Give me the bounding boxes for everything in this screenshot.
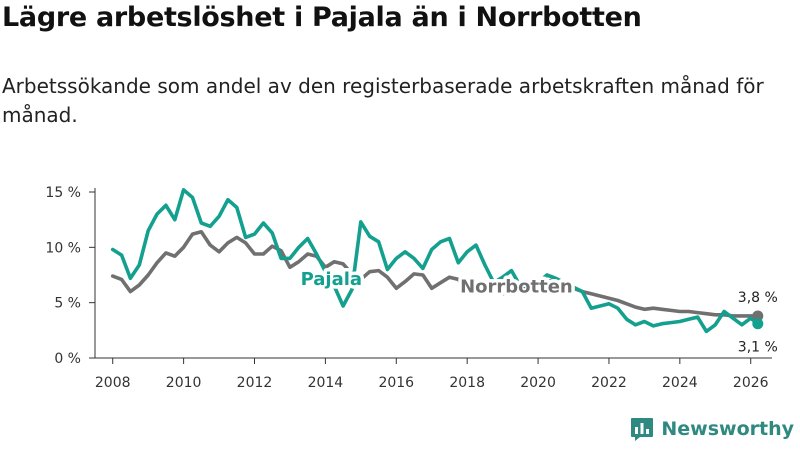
newsworthy-logo[interactable]: Newsworthy <box>629 416 794 442</box>
chart-title: Lägre arbetslöshet i Pajala än i Norrbot… <box>2 2 642 33</box>
y-tick-label: 15 % <box>45 185 81 201</box>
chart-subtitle: Arbetssökande som andel av den registerb… <box>2 74 764 127</box>
pajala-line <box>110 188 760 334</box>
pajala-series-label: Pajala <box>301 269 363 290</box>
pajala-end-point <box>752 318 764 330</box>
x-tick-label: 2018 <box>449 375 485 391</box>
x-tick-label: 2010 <box>166 375 202 391</box>
y-tick-label: 0 % <box>54 351 81 367</box>
norrbotten-series-label: Norrbotten <box>460 277 573 298</box>
norrbotten-end-point <box>752 310 764 322</box>
x-tick-label: 2014 <box>308 375 344 391</box>
newsworthy-logo-icon <box>631 418 654 441</box>
y-tick-label: 5 % <box>54 296 81 312</box>
newsworthy-logo-text: Newsworthy <box>661 418 794 440</box>
x-tick-label: 2026 <box>733 375 769 391</box>
x-tick-label: 2016 <box>378 375 414 391</box>
norrbotten-end-value-label: 3,8 % <box>738 290 778 306</box>
norrbotten-line <box>110 230 760 318</box>
x-tick-label: 2022 <box>591 375 627 391</box>
x-tick-label: 2020 <box>520 375 556 391</box>
pajala-end-value-label: 3,1 % <box>738 340 778 356</box>
x-tick-label: 2008 <box>95 375 131 391</box>
y-tick-label: 10 % <box>45 240 81 256</box>
x-tick-label: 2024 <box>662 375 698 391</box>
x-tick-label: 2012 <box>237 375 273 391</box>
